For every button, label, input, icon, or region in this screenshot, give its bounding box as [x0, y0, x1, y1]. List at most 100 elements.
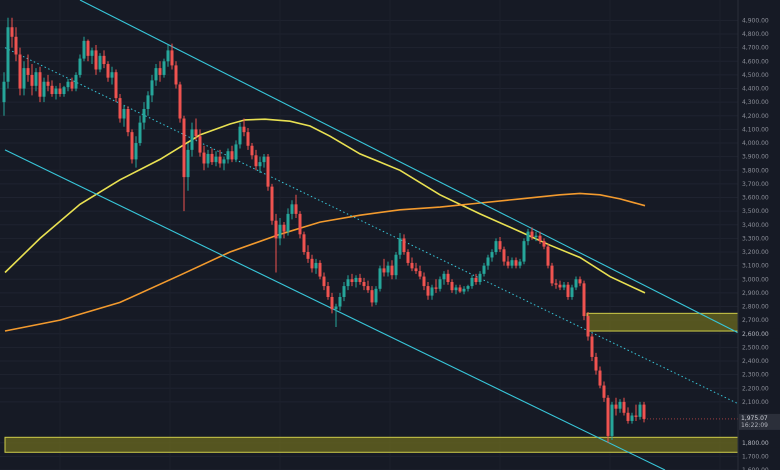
candle [150, 74, 154, 103]
candle-body [206, 153, 210, 164]
candle [342, 282, 346, 302]
candle-body [614, 404, 618, 409]
candle-body [78, 58, 82, 75]
candle-body [622, 401, 626, 413]
candle [198, 129, 202, 157]
candle [290, 200, 294, 220]
candle [62, 85, 66, 97]
candle-body [418, 271, 422, 277]
candle [366, 280, 370, 293]
candle-body [458, 287, 462, 292]
candle [518, 258, 522, 269]
candle [170, 43, 174, 70]
candle [322, 272, 326, 291]
candle-body [98, 55, 102, 70]
price-tick-label: 4,900.00 [742, 17, 769, 24]
candle-body [462, 288, 466, 292]
candle-body [306, 252, 310, 259]
candle [638, 401, 642, 420]
candle-body [478, 273, 482, 282]
candle [370, 286, 374, 307]
candle-body [606, 397, 610, 436]
candle-body [546, 246, 550, 266]
candle-body [46, 81, 50, 86]
candle-body [194, 129, 198, 137]
candle [246, 128, 250, 150]
candle [526, 228, 530, 246]
candle [130, 129, 134, 164]
candle-body [586, 316, 590, 337]
price-tick-label: 4,400.00 [742, 86, 769, 93]
candle-body [86, 40, 90, 56]
candle [218, 149, 222, 168]
candle [326, 282, 330, 300]
candle [614, 397, 618, 416]
candle [458, 284, 462, 293]
candle [442, 271, 446, 285]
candle [294, 194, 298, 218]
price-label-background [739, 437, 780, 448]
candle-body [422, 276, 426, 287]
candle [254, 149, 258, 171]
price-axis[interactable]: 4,900.00 4,800.00 4,700.00 4,600.00 4,500.00… [737, 0, 780, 470]
candle [410, 257, 414, 272]
candle-body [374, 288, 378, 303]
candle [122, 104, 126, 127]
channel-line [4, 149, 666, 470]
price-tick-label: 3,100.00 [742, 263, 769, 270]
candle [566, 282, 570, 300]
candle-body [38, 72, 42, 97]
last-price-badge: 1,975.07 16:22:09 [739, 413, 780, 430]
candle-body [426, 286, 430, 296]
candle [274, 213, 278, 273]
candle [46, 74, 50, 92]
candle [314, 258, 318, 274]
candle [338, 292, 342, 311]
candle-body [366, 286, 370, 291]
candle [346, 275, 350, 291]
channel-line [79, 0, 741, 335]
candle [558, 280, 562, 291]
price-tick-label: 3,500.00 [742, 208, 769, 215]
candle-body [238, 126, 242, 145]
candle [86, 39, 90, 62]
candle-body [302, 234, 306, 253]
candle-body [90, 50, 94, 56]
candle [142, 102, 146, 130]
candle [454, 284, 458, 295]
candle [154, 64, 158, 86]
price-tick-label: 4,500.00 [742, 72, 769, 79]
price-tick-label: 2,500.00 [742, 344, 769, 351]
candle-body [74, 74, 78, 89]
candle-body [62, 87, 66, 94]
candle [222, 156, 226, 171]
candle [106, 61, 110, 82]
candle [334, 303, 338, 327]
candle-body [218, 156, 222, 164]
candle [414, 262, 418, 274]
candle-body [506, 261, 510, 266]
candle [522, 238, 526, 265]
candle-body [354, 277, 358, 282]
candle-body [570, 287, 574, 297]
candle-body [526, 231, 530, 242]
candle-body [26, 68, 30, 75]
candle-body [6, 27, 10, 82]
candle [162, 58, 166, 78]
price-tick-label: 2,900.00 [742, 290, 769, 297]
candle-body [398, 238, 402, 255]
candle [214, 151, 218, 167]
price-tick-label: 1,600.00 [742, 467, 769, 470]
price-tick-label: 3,200.00 [742, 249, 769, 256]
candle-body [542, 241, 546, 247]
price-tick-label: 3,400.00 [742, 222, 769, 229]
candle [594, 352, 598, 375]
candle-body [254, 155, 258, 167]
candle [182, 115, 186, 212]
price-tick-label: 4,100.00 [742, 126, 769, 133]
candle [406, 249, 410, 266]
candle [606, 395, 610, 443]
candle-body [494, 241, 498, 253]
candle [262, 153, 266, 168]
